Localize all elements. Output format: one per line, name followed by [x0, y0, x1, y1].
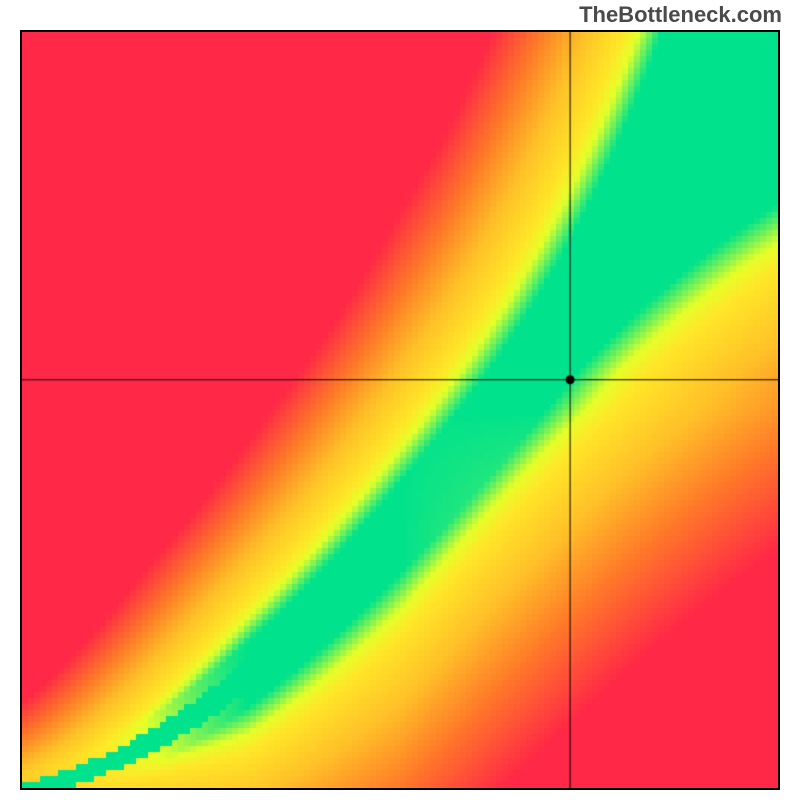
heatmap-canvas — [22, 32, 778, 788]
bottleneck-heatmap-chart — [20, 30, 780, 790]
watermark-text: TheBottleneck.com — [579, 2, 782, 28]
